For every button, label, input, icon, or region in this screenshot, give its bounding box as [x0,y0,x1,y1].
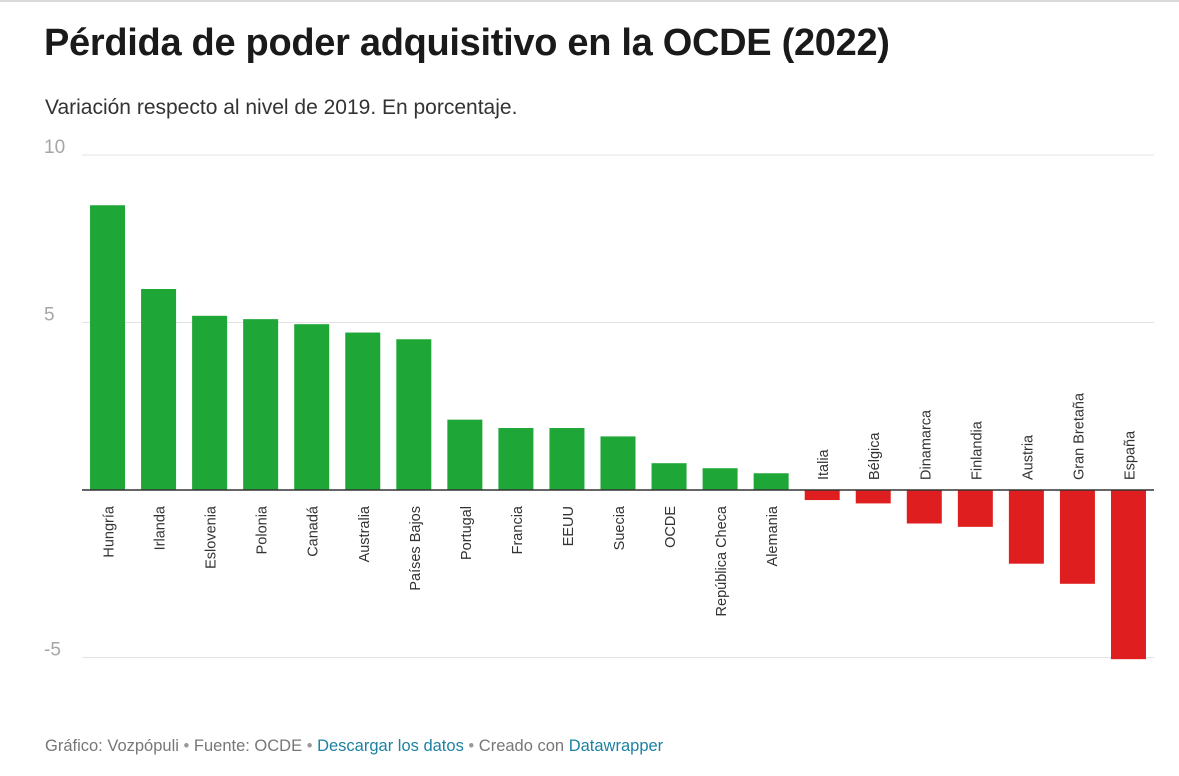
category-label: Gran Bretaña [1071,392,1087,480]
y-tick-label: -5 [44,640,61,661]
bar [294,324,330,490]
download-data-link[interactable]: Descargar los datos [317,737,464,755]
bar [753,473,789,490]
category-label: Países Bajos [408,506,424,591]
footer-created-with: Creado con [478,737,565,755]
bar [600,436,636,490]
footer-separator: • [306,737,313,755]
top-rule [0,0,1179,2]
bar [396,339,432,490]
category-label: Eslovenia [204,505,220,569]
bar [1059,490,1095,584]
y-tick-label: 10 [44,137,65,158]
bar-chart: 10 5 -5 Hungría Irlanda Eslovenia Polonia Cana… [44,137,1154,661]
bar [702,468,738,490]
category-label: República Checa [714,505,730,616]
bar [243,319,279,490]
category-label: Suecia [612,505,628,550]
category-label: EEUU [561,506,577,546]
category-label: Polonia [255,505,271,554]
bar [1110,490,1146,660]
category-label: Hungría [102,505,118,558]
chart-footer: Gráfico: Vozpópuli • Fuente: OCDE • Desc… [45,737,663,756]
y-tick-label: 5 [44,305,55,326]
category-label: OCDE [663,506,679,548]
bar [192,315,228,490]
footer-separator: • [183,737,190,755]
chart-subtitle: Variación respecto al nivel de 2019. En … [45,96,518,119]
bar-layer [82,205,1154,660]
bar [906,490,942,524]
footer-source: Fuente: OCDE [193,737,303,755]
category-label: Italia [816,448,832,480]
category-label: Alemania [765,505,781,566]
category-label: Canadá [306,505,322,557]
category-label: Francia [510,505,526,554]
category-label: Irlanda [153,505,169,550]
chart-title: Pérdida de poder adquisitivo en la OCDE … [44,22,890,64]
bar [804,490,840,501]
category-label: España [1122,430,1138,480]
bar [855,490,891,504]
bar [651,463,687,490]
label-layer: Hungría Irlanda Eslovenia Polonia Canadá Aust… [102,392,1139,616]
category-label: Bélgica [867,432,883,480]
datawrapper-link[interactable]: Datawrapper [568,737,664,755]
category-label: Finlandia [969,420,985,480]
category-label: Australia [357,505,373,562]
bar [141,289,177,490]
category-label: Portugal [459,506,475,560]
bar [498,428,534,490]
footer-credit: Gráfico: Vozpópuli [45,737,179,755]
footer-separator: • [468,737,475,755]
bar [90,205,126,490]
category-label: Austria [1020,434,1036,480]
bar [447,419,483,490]
bar [549,428,585,490]
grid-layer: 10 5 -5 [44,137,1154,661]
category-label: Dinamarca [918,409,934,480]
bar [1008,490,1044,564]
bar [957,490,993,527]
bar [345,332,381,490]
